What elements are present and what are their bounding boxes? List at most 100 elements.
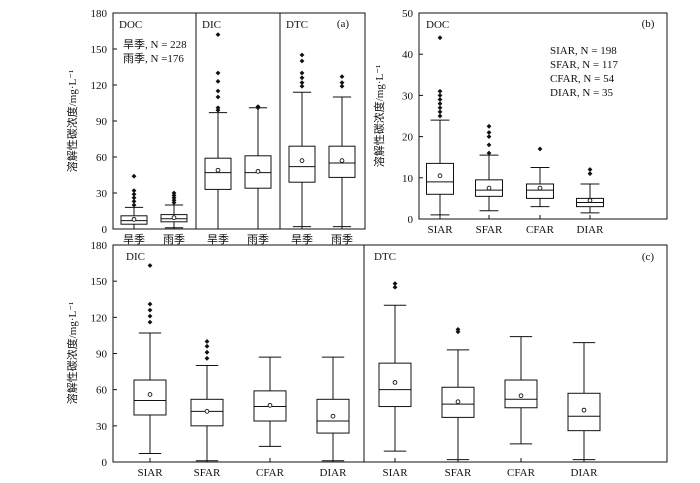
panel-b-ytick-label-3: 30	[402, 90, 414, 102]
iqr-box	[204, 157, 232, 190]
outlier-point-0	[587, 171, 593, 177]
outlier-point-3	[131, 191, 137, 197]
panel-c-box-3	[316, 356, 350, 462]
outlier-point-4	[131, 188, 137, 193]
panel-c-box-1	[190, 339, 224, 462]
outlier-point-1	[255, 104, 261, 109]
panel-c-ytick-label-0: 0	[102, 457, 108, 469]
panel-c-boxes	[133, 263, 601, 462]
panel-c-ytick-label-5: 150	[91, 276, 108, 288]
outlier-point-1	[455, 326, 461, 332]
outlier-point-0	[131, 202, 137, 208]
outlier-point-3	[299, 70, 305, 76]
panel-c-ytick-label-1: 30	[96, 421, 108, 433]
panel-a-xtick-label-1: 雨季	[163, 233, 185, 246]
outlier-point-2	[215, 94, 221, 100]
outlier-point-4	[437, 97, 443, 102]
panel-c-ylabel: 溶解性碳浓度/mg·L⁻¹	[65, 302, 79, 405]
outlier-point-0	[455, 329, 461, 335]
panel-a-xtick-label-4: 旱季	[291, 233, 313, 246]
panel-b-xtick-label-1: SFAR	[476, 224, 503, 236]
mean-marker	[518, 393, 524, 399]
panel-a-ylabel: 溶解性碳浓度/mg·L⁻¹	[65, 70, 79, 173]
panel-a-box-3	[244, 104, 272, 230]
outlier-point-2	[299, 75, 305, 81]
outlier-point-3	[437, 101, 443, 107]
outlier-point-0	[437, 113, 443, 119]
outlier-point-3	[486, 130, 492, 135]
panel-a-ytick-label-0: 0	[102, 224, 108, 236]
panel-a-xtick-label-0: 旱季	[123, 233, 145, 246]
panel-a-ytick-label-6: 180	[91, 8, 108, 20]
iqr-box	[378, 362, 412, 408]
outlier-point-0	[339, 83, 345, 89]
mean-marker	[437, 173, 443, 179]
outlier-point-3	[215, 88, 221, 94]
outlier-point-1	[339, 80, 345, 85]
panel-c-group-label-dic: DIC	[126, 251, 145, 263]
panel-c-xtick-label-6: CFAR	[507, 467, 536, 479]
panel-a-box-0	[120, 173, 148, 230]
outlier-point-5	[299, 52, 305, 58]
panel-c-xtick-label-0: SIAR	[137, 467, 163, 479]
panel-a-annotation-dry: 旱季, N = 228	[123, 38, 187, 51]
outlier-point-2	[339, 74, 345, 79]
outlier-point-4	[215, 79, 221, 84]
iqr-box	[133, 379, 167, 416]
panel-c-x-axis: SIAR SFAR CFAR DIAR SIAR SFAR CFAR DIAR	[137, 458, 598, 479]
mean-marker	[131, 217, 137, 222]
outlier-point-2	[147, 307, 153, 313]
panel-b-xtick-label-0: SIAR	[427, 224, 453, 236]
panel-a-annotation-wet: 雨季, N =176	[123, 52, 184, 65]
outlier-point-4	[147, 263, 153, 268]
outlier-point-0	[204, 355, 210, 361]
iqr-box	[288, 145, 316, 183]
mean-marker	[486, 185, 492, 191]
panel-a-group-label-dtc: DTC	[286, 19, 308, 31]
panel-c-box-5	[441, 326, 475, 461]
outlier-point-1	[147, 313, 153, 319]
panel-b-x-axis: SIAR SFAR CFAR DIAR	[427, 215, 604, 236]
panel-a-box-4	[288, 52, 316, 228]
outlier-point-5	[215, 70, 221, 76]
panel-a-xtick-label-3: 雨季	[247, 233, 269, 246]
panel-c-xtick-label-3: DIAR	[320, 467, 348, 479]
panel-b-box-1	[475, 123, 503, 212]
mean-marker	[455, 399, 461, 405]
mean-marker	[171, 215, 177, 220]
panel-a-boxes	[120, 32, 356, 230]
outlier-point-5	[437, 93, 443, 98]
panel-a-ytick-label-4: 120	[91, 80, 108, 92]
panel-a-label: (a)	[337, 18, 350, 30]
panel-c-ytick-label-3: 90	[96, 349, 108, 361]
panel-b-ytick-label-1: 10	[402, 173, 414, 185]
outlier-point-1	[392, 281, 398, 286]
panel-c-ytick-label-6: 180	[91, 240, 108, 252]
outlier-point-4	[171, 190, 177, 196]
panel-a-box-1	[160, 190, 188, 229]
panel-c-box-2	[253, 356, 287, 447]
panel-b-legend-sfar: SFAR, N = 117	[550, 59, 618, 71]
outlier-point-0	[537, 146, 543, 152]
panel-b-label: (b)	[642, 18, 655, 30]
panel-c-xtick-label-5: SFAR	[445, 467, 472, 479]
panel-c-ytick-label-4: 120	[91, 312, 108, 324]
panel-c-box-7	[567, 342, 601, 461]
mean-marker	[537, 185, 543, 191]
panel-a-y-axis: 0 30 60 90 120 150 180	[91, 8, 117, 236]
panel-c-ytick-label-2: 60	[96, 385, 108, 397]
mean-marker	[339, 158, 345, 163]
panel-a-group-label-dic: DIC	[202, 19, 221, 31]
panel-c-xtick-label-4: SIAR	[382, 467, 408, 479]
outlier-point-1	[131, 199, 137, 204]
mean-marker	[255, 169, 261, 174]
panel-b-box-2	[526, 146, 554, 208]
panel-c-xtick-label-1: SFAR	[194, 467, 221, 479]
mean-marker	[392, 380, 398, 385]
panel-b-ylabel: 溶解性碳浓度/mg·L⁻¹	[372, 65, 386, 168]
outlier-point-2	[204, 343, 210, 349]
outlier-point-0	[299, 83, 305, 89]
mean-marker	[267, 402, 273, 408]
panel-a-ytick-label-5: 150	[91, 44, 108, 56]
